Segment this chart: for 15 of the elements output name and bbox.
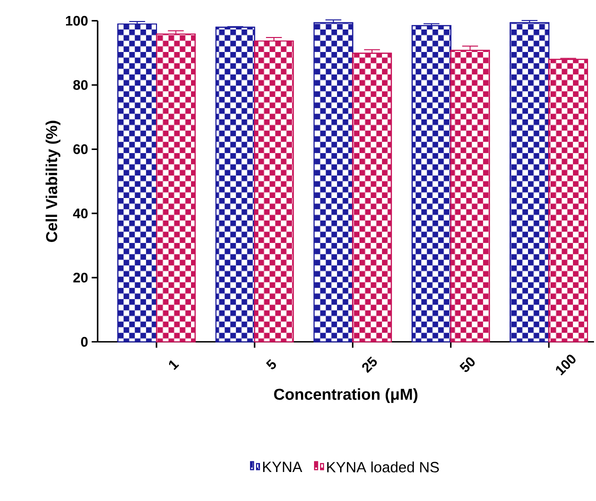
legend-label: KYNA — [263, 462, 302, 472]
x-tick-label: 50 — [460, 357, 475, 372]
y-tick-label: 20 — [73, 272, 88, 282]
y-tick-label: 100 — [66, 16, 88, 26]
x-tick-label: 100 — [556, 354, 576, 376]
y-tick-label: 40 — [73, 208, 88, 218]
x-axis-title: Concentration (μM) — [274, 388, 418, 403]
x-tick-label: 25 — [362, 356, 377, 373]
x-tick-label: 1 — [168, 360, 180, 370]
y-axis-title: Cell Viability (%) — [46, 120, 60, 242]
y-tick-label: 60 — [73, 144, 88, 154]
legend-label: KYNA loaded NS — [327, 461, 439, 472]
x-tick-label: 5 — [266, 358, 276, 370]
y-tick-label: 0 — [81, 336, 88, 347]
y-tick-label: 80 — [73, 80, 88, 90]
